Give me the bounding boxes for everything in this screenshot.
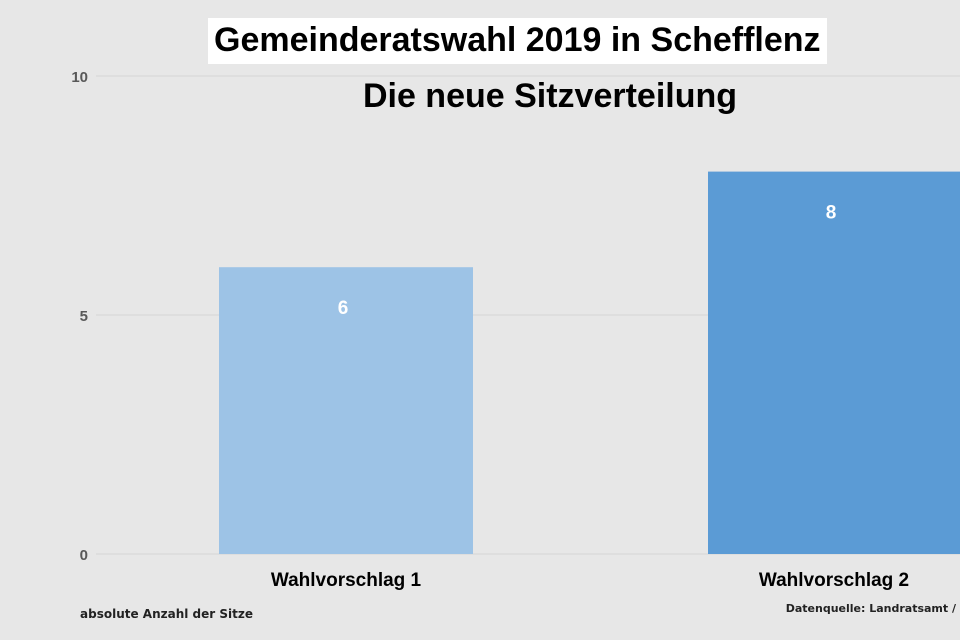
chart-subtitle: Die neue Sitzverteilung xyxy=(362,77,738,115)
data-source: Datenquelle: Landratsamt / xyxy=(785,602,956,615)
x-tick-labels: Wahlvorschlag 1 Wahlvorschlag 2 xyxy=(271,570,909,591)
y-tick-labels: 0 5 10 xyxy=(71,69,88,564)
x-tick-label-1: Wahlvorschlag 1 xyxy=(271,570,422,591)
footnote: absolute Anzahl der Sitze xyxy=(80,607,253,621)
data-label-1: 6 xyxy=(338,298,349,319)
bar-2 xyxy=(708,171,960,554)
chart-title: Gemeinderatswahl 2019 in Schefflenz xyxy=(208,18,827,64)
bars xyxy=(219,171,960,554)
y-tick-label: 5 xyxy=(80,308,88,325)
data-label-2: 8 xyxy=(826,203,837,224)
bar-1 xyxy=(219,267,473,554)
data-labels: 68 xyxy=(338,203,837,320)
y-tick-label: 0 xyxy=(80,547,88,564)
y-tick-label: 10 xyxy=(71,69,88,86)
x-tick-label-2: Wahlvorschlag 2 xyxy=(759,570,909,591)
